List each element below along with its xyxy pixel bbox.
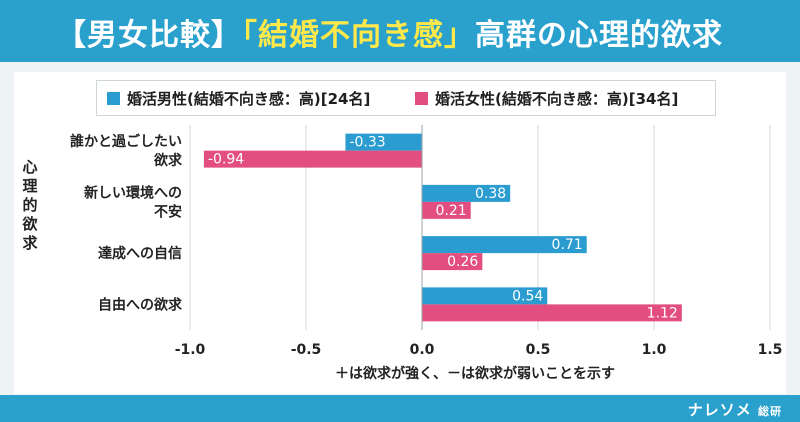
x-tick-label: 0.5 <box>526 342 551 358</box>
chart-panel <box>14 72 786 394</box>
legend-label-female: 婚活女性(結婚不向き感：高)[34名] <box>435 89 679 108</box>
bar-female <box>422 253 483 271</box>
logo-small: 総研 <box>758 405 782 418</box>
title-accent: 「結婚不向き感」 <box>242 18 475 53</box>
x-axis-title: ＋は欲求が強く、－は欲求が弱いことを示す <box>335 365 615 382</box>
data-label: 0.26 <box>447 254 478 270</box>
category-label: 達成への自信 <box>98 245 182 262</box>
title-right: 高群の心理的欲求 <box>475 18 723 53</box>
y-axis-label-char: 理 <box>22 177 37 195</box>
category-label: 誰かと過ごしたい <box>70 133 182 150</box>
logo-main: ナレソメ <box>687 401 752 419</box>
category-label: 自由への欲求 <box>98 296 183 313</box>
category-label: 新しい環境への <box>84 184 182 201</box>
title-left: 【男女比較】 <box>56 18 242 53</box>
y-axis-label-char: 求 <box>22 234 38 252</box>
brand-logo: ナレソメ 総研 <box>688 399 782 420</box>
data-label: 1.12 <box>647 305 678 321</box>
x-tick-label: 1.0 <box>642 342 667 358</box>
legend-swatch-female <box>415 91 428 105</box>
data-label: 0.21 <box>436 203 467 219</box>
bar-male <box>345 133 422 151</box>
category-label: 欲求 <box>153 152 183 169</box>
category-label: 不安 <box>154 203 182 220</box>
bar-female <box>203 150 422 168</box>
x-tick-label: -1.0 <box>175 342 206 358</box>
data-label: 0.71 <box>552 237 583 253</box>
x-tick-label: 0.0 <box>410 342 435 358</box>
x-tick-label: -0.5 <box>291 342 322 358</box>
page-title: 【男女比較】「結婚不向き感」高群の心理的欲求 <box>56 10 723 54</box>
bar-male <box>422 184 511 202</box>
data-label: -0.94 <box>208 152 244 168</box>
data-label: 0.54 <box>512 288 543 304</box>
y-axis-label-char: 欲 <box>21 215 37 233</box>
footer-bar: ナレソメ 総研 <box>0 395 800 422</box>
data-label: -0.33 <box>349 135 385 151</box>
y-axis-label-char: 心 <box>22 158 37 176</box>
legend-label-male: 婚活男性(結婚不向き感：高)[24名] <box>127 89 371 108</box>
header-bar: 【男女比較】「結婚不向き感」高群の心理的欲求 <box>0 0 800 62</box>
bar-male <box>422 236 587 254</box>
bar-female <box>422 304 682 322</box>
legend-swatch-male <box>107 91 120 105</box>
bar-female <box>422 201 471 219</box>
legend-item-female: 婚活女性(結婚不向き感：高)[34名] <box>415 89 679 108</box>
x-tick-label: 1.5 <box>758 342 783 358</box>
y-axis-label-char: 的 <box>22 196 37 214</box>
legend-item-male: 婚活男性(結婚不向き感：高)[24名] <box>107 89 371 108</box>
bar-male <box>422 287 548 305</box>
chart-legend: 婚活男性(結婚不向き感：高)[24名] 婚活女性(結婚不向き感：高)[34名] <box>96 80 716 116</box>
data-label: 0.38 <box>475 186 506 202</box>
